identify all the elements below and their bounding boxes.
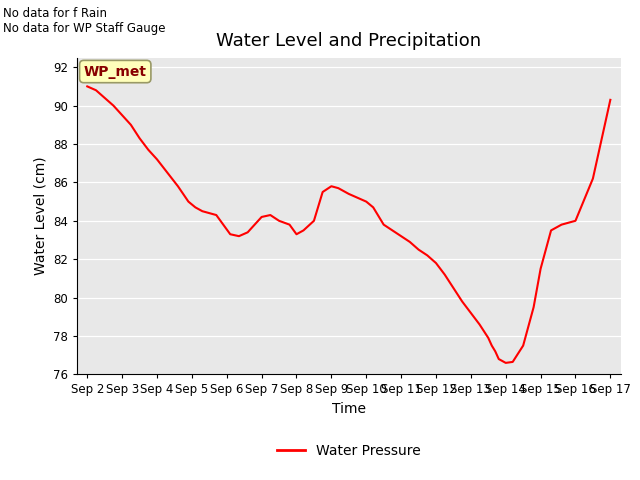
Title: Water Level and Precipitation: Water Level and Precipitation (216, 33, 481, 50)
Y-axis label: Water Level (cm): Water Level (cm) (33, 156, 47, 276)
Text: WP_met: WP_met (84, 64, 147, 79)
Text: No data for f Rain: No data for f Rain (3, 7, 108, 20)
X-axis label: Time: Time (332, 402, 366, 416)
Legend: Water Pressure: Water Pressure (271, 438, 426, 464)
Text: No data for WP Staff Gauge: No data for WP Staff Gauge (3, 22, 166, 35)
